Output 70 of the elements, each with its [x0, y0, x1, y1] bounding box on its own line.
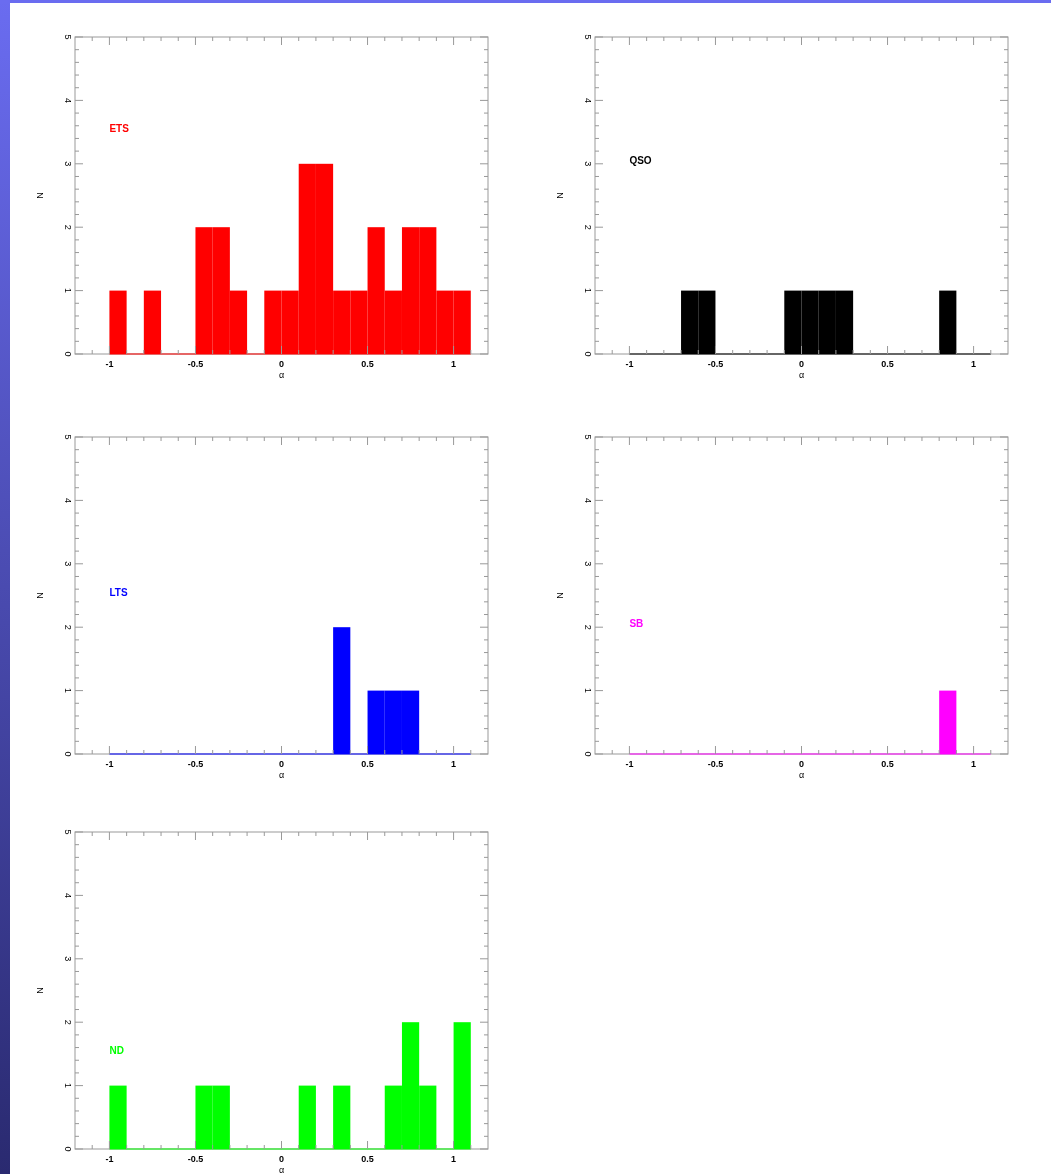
x-tick-label: 1 [451, 759, 457, 769]
text: SB [629, 618, 644, 630]
y-tick-label: 2 [583, 224, 593, 230]
y-axis-title: N [555, 592, 565, 599]
x-tick-label: 0.5 [361, 1154, 374, 1164]
x-axis-title: α [278, 1165, 285, 1174]
y-tick-label: 4 [583, 97, 593, 103]
x-tick-label: 0.5 [881, 359, 894, 369]
x-tick-label: -0.5 [187, 1154, 204, 1164]
y-tick-label: 2 [63, 224, 73, 230]
x-tick-label: -1 [625, 359, 634, 369]
y-axis-title: N [35, 192, 45, 199]
y-tick-label: 5 [583, 34, 593, 40]
text: QSO [629, 154, 652, 166]
y-tick-label: 2 [63, 1019, 73, 1025]
y-tick-label: 0 [583, 751, 593, 757]
y-tick-label: 3 [63, 956, 73, 962]
x-tick-label: 0 [798, 759, 805, 769]
x-axis-title: α [278, 770, 285, 780]
y-tick-label: 5 [63, 34, 73, 40]
x-tick-label: 0 [278, 359, 285, 369]
y-axis-title: N [35, 592, 45, 599]
y-tick-label: 1 [63, 1083, 73, 1089]
y-tick-label: 0 [63, 1146, 73, 1152]
x-axis-title: α [278, 370, 285, 380]
x-tick-label: -0.5 [187, 359, 204, 369]
x-tick-label: 0.5 [881, 759, 894, 769]
y-tick-label: 3 [63, 561, 73, 567]
x-tick-label: 0 [278, 759, 285, 769]
y-tick-label: 4 [63, 497, 73, 503]
x-tick-label: 0 [278, 1154, 285, 1164]
x-axis-title: α [798, 370, 805, 380]
x-tick-label: 1 [971, 759, 977, 769]
text: ETS [109, 123, 130, 135]
y-axis-title: N [35, 987, 45, 994]
y-tick-label: 2 [583, 624, 593, 630]
text: LTS [109, 586, 128, 598]
x-tick-label: -1 [105, 759, 114, 769]
y-tick-label: 4 [583, 497, 593, 503]
y-tick-label: 5 [583, 434, 593, 440]
y-tick-label: 5 [63, 829, 73, 835]
x-tick-label: 1 [451, 359, 457, 369]
y-tick-label: 4 [63, 97, 73, 103]
x-tick-label: -0.5 [707, 759, 724, 769]
x-axis-title: α [798, 770, 805, 780]
y-tick-label: 5 [63, 434, 73, 440]
x-tick-label: -0.5 [187, 759, 204, 769]
y-tick-label: 2 [63, 624, 73, 630]
text: ND [109, 1044, 124, 1056]
y-tick-label: 3 [583, 161, 593, 167]
y-tick-label: 3 [583, 561, 593, 567]
y-tick-label: 1 [583, 288, 593, 294]
y-axis-title: N [555, 192, 565, 199]
y-tick-label: 0 [63, 351, 73, 357]
x-tick-label: 1 [971, 359, 977, 369]
x-tick-label: -1 [105, 359, 114, 369]
y-tick-label: 1 [63, 288, 73, 294]
x-tick-label: 0.5 [361, 759, 374, 769]
x-tick-label: 0 [798, 359, 805, 369]
y-tick-label: 0 [63, 751, 73, 757]
y-tick-label: 1 [583, 688, 593, 694]
x-tick-label: -1 [105, 1154, 114, 1164]
x-tick-label: -1 [625, 759, 634, 769]
x-tick-label: -0.5 [707, 359, 724, 369]
y-tick-label: 1 [63, 688, 73, 694]
x-tick-label: 1 [451, 1154, 457, 1164]
x-tick-label: 0.5 [361, 359, 374, 369]
y-tick-label: 0 [583, 351, 593, 357]
y-tick-label: 3 [63, 161, 73, 167]
y-tick-label: 4 [63, 892, 73, 898]
